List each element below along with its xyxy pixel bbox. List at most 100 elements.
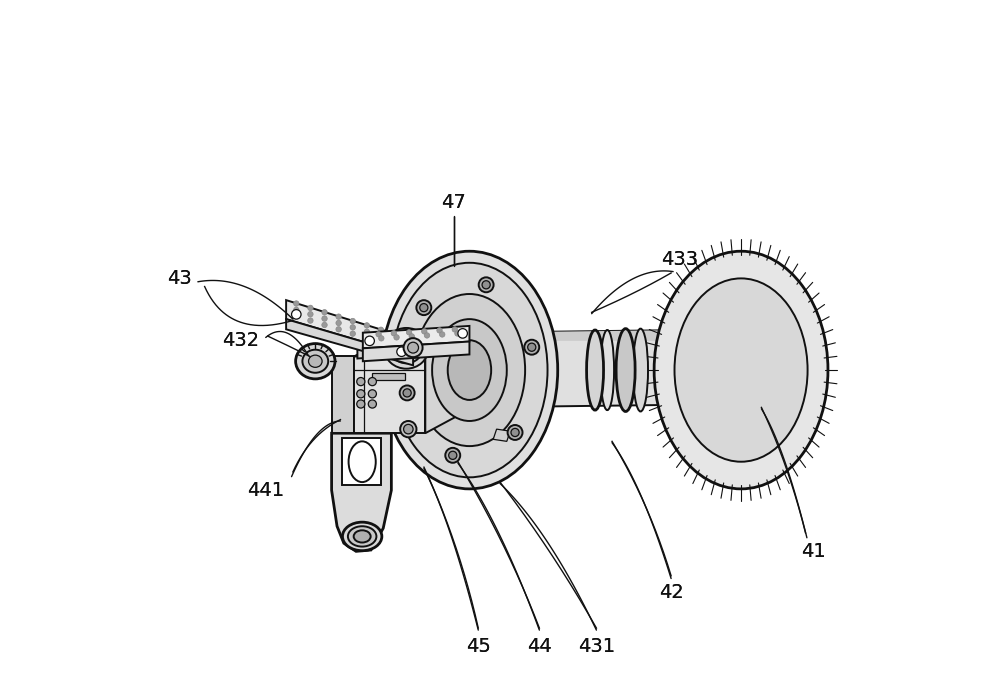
Ellipse shape (296, 344, 335, 379)
Circle shape (364, 329, 370, 335)
Circle shape (403, 389, 411, 397)
Text: 42: 42 (659, 583, 683, 602)
Polygon shape (332, 356, 354, 433)
Circle shape (308, 318, 313, 323)
Circle shape (379, 335, 384, 341)
Circle shape (422, 329, 427, 334)
Circle shape (524, 340, 539, 354)
Circle shape (376, 331, 381, 337)
Circle shape (294, 307, 299, 312)
Ellipse shape (432, 319, 507, 421)
Ellipse shape (616, 329, 635, 411)
Text: 441: 441 (247, 481, 284, 500)
Ellipse shape (396, 339, 416, 358)
Text: 431: 431 (578, 637, 615, 656)
Circle shape (458, 329, 467, 338)
Ellipse shape (349, 441, 376, 482)
Text: 45: 45 (466, 637, 491, 656)
Polygon shape (425, 333, 469, 433)
Polygon shape (354, 333, 469, 356)
Circle shape (397, 347, 406, 356)
Ellipse shape (342, 522, 382, 551)
Circle shape (365, 336, 374, 346)
Text: 441: 441 (247, 481, 284, 500)
Circle shape (378, 333, 384, 339)
Circle shape (322, 310, 327, 315)
Polygon shape (469, 329, 744, 341)
Circle shape (322, 323, 327, 328)
Ellipse shape (414, 294, 525, 446)
Circle shape (292, 310, 301, 319)
Ellipse shape (391, 263, 548, 477)
Circle shape (440, 332, 445, 337)
Ellipse shape (309, 355, 322, 367)
Ellipse shape (381, 251, 558, 489)
Text: 42: 42 (659, 583, 683, 602)
Circle shape (409, 333, 414, 339)
Circle shape (416, 300, 431, 315)
Circle shape (364, 335, 370, 341)
Ellipse shape (354, 530, 371, 543)
Circle shape (400, 386, 415, 401)
Circle shape (437, 328, 442, 333)
Circle shape (404, 338, 423, 357)
Circle shape (357, 390, 365, 398)
Ellipse shape (448, 340, 491, 400)
Circle shape (449, 452, 457, 460)
Polygon shape (286, 300, 413, 356)
Circle shape (308, 312, 313, 317)
Circle shape (357, 400, 365, 408)
Circle shape (420, 304, 428, 312)
Circle shape (400, 421, 416, 437)
Polygon shape (354, 356, 425, 433)
Text: 47: 47 (441, 193, 466, 212)
Ellipse shape (600, 330, 614, 410)
Ellipse shape (654, 251, 828, 489)
Circle shape (322, 316, 327, 321)
Ellipse shape (384, 328, 428, 369)
Polygon shape (469, 329, 744, 407)
Circle shape (294, 301, 299, 306)
Circle shape (368, 390, 376, 398)
Circle shape (455, 331, 460, 336)
Text: 43: 43 (167, 269, 192, 288)
Text: 45: 45 (466, 637, 491, 656)
Text: 433: 433 (661, 250, 698, 269)
Circle shape (528, 343, 536, 351)
Circle shape (308, 305, 313, 310)
Circle shape (364, 323, 370, 328)
Text: 432: 432 (222, 331, 259, 350)
Circle shape (404, 424, 413, 434)
Circle shape (508, 425, 523, 440)
Text: 47: 47 (441, 193, 466, 212)
Polygon shape (363, 342, 469, 361)
Polygon shape (363, 326, 469, 348)
Circle shape (350, 325, 355, 330)
Circle shape (350, 318, 355, 324)
Ellipse shape (633, 329, 648, 411)
Circle shape (336, 327, 341, 332)
Ellipse shape (675, 278, 808, 462)
Circle shape (391, 331, 397, 336)
Circle shape (406, 329, 412, 335)
Circle shape (368, 400, 376, 408)
Polygon shape (493, 429, 510, 441)
Circle shape (482, 280, 490, 289)
Polygon shape (372, 373, 405, 380)
Ellipse shape (302, 350, 328, 373)
Polygon shape (342, 438, 381, 485)
Ellipse shape (461, 345, 478, 395)
Circle shape (336, 320, 341, 326)
Circle shape (511, 428, 519, 437)
Circle shape (424, 333, 430, 338)
Ellipse shape (694, 326, 714, 414)
Polygon shape (357, 333, 415, 346)
Text: 433: 433 (661, 250, 698, 269)
Ellipse shape (587, 330, 604, 410)
Circle shape (357, 378, 365, 386)
Circle shape (350, 331, 355, 336)
Polygon shape (357, 342, 412, 359)
Circle shape (445, 448, 460, 463)
Polygon shape (332, 433, 391, 551)
Text: 432: 432 (222, 331, 259, 350)
